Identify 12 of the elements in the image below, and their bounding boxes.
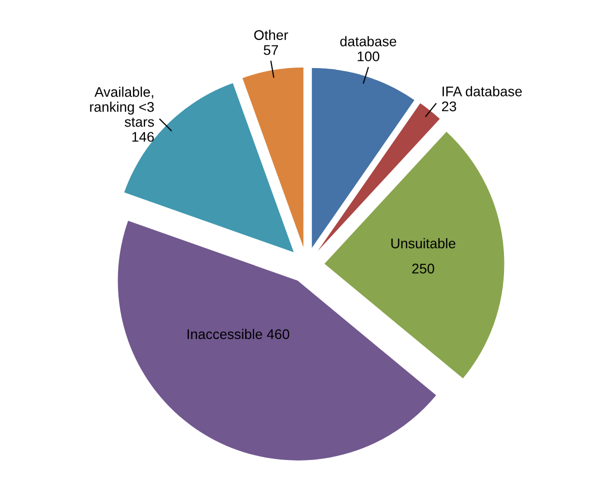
data-label: 100 bbox=[358, 51, 380, 62]
slice-label: Other bbox=[254, 30, 288, 40]
data-label: 57 bbox=[264, 45, 278, 55]
data-label: 460 bbox=[266, 329, 290, 340]
data-label: 23 bbox=[442, 101, 456, 112]
data-label: 250 bbox=[412, 264, 434, 274]
slice-label: Inaccessible bbox=[188, 328, 262, 340]
slice-label: Available, ranking <3 stars bbox=[90, 86, 154, 127]
slice-label: Unsuitable bbox=[391, 238, 456, 248]
data-label: 146 bbox=[132, 132, 154, 142]
slice-label: IFA database bbox=[442, 86, 522, 96]
slice-label: database bbox=[340, 36, 396, 46]
